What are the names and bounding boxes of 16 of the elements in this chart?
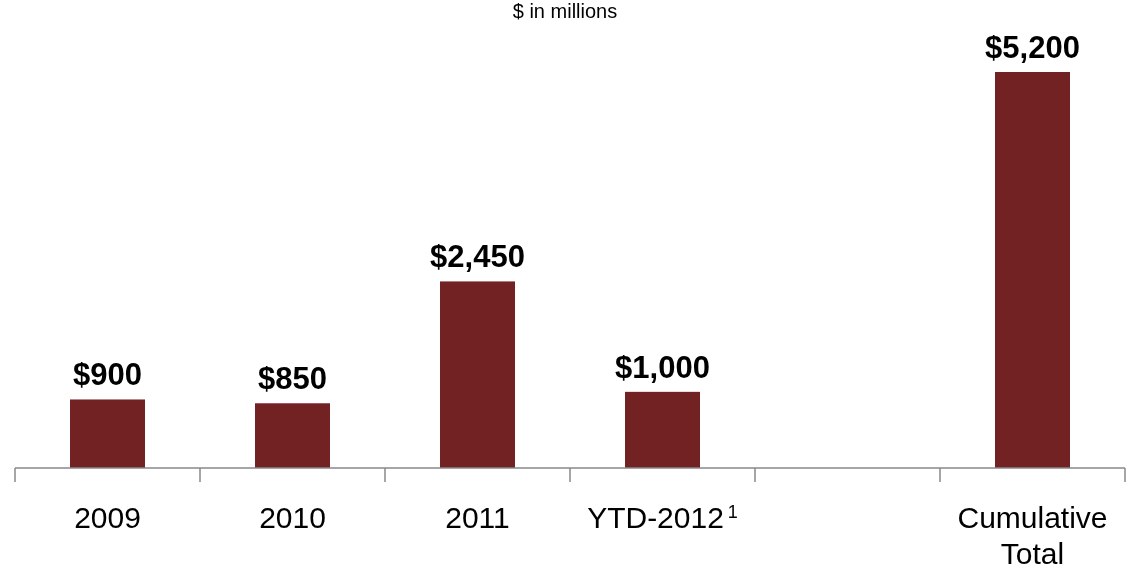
x-tick-label: 2011 xyxy=(445,501,510,534)
data-label: $2,450 xyxy=(430,239,525,275)
bar xyxy=(625,391,700,468)
x-tick-label: YTD-2012$^{1}$ xyxy=(587,501,738,534)
data-label: $5,200 xyxy=(985,30,1080,65)
data-label: $1,000 xyxy=(615,349,710,385)
bar xyxy=(70,399,145,468)
x-tick-label: 2010 xyxy=(259,501,326,534)
bar xyxy=(255,403,330,468)
chart-title: $ in millions xyxy=(512,0,618,22)
bar xyxy=(995,72,1070,468)
data-label: $850 xyxy=(258,361,327,397)
bar xyxy=(440,281,515,468)
data-label: $900 xyxy=(73,357,142,393)
x-tick-label: 2009 xyxy=(74,501,141,534)
x-tick-label: Cumulative Total xyxy=(957,501,1108,570)
